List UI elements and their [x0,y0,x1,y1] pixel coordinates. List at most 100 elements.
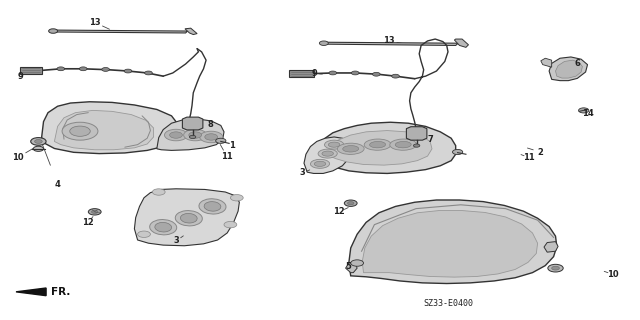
Polygon shape [42,102,178,154]
Polygon shape [346,263,357,273]
Text: 8: 8 [207,120,212,129]
Circle shape [392,74,399,78]
Ellipse shape [155,222,172,232]
Circle shape [79,67,87,71]
Circle shape [57,67,65,71]
Polygon shape [325,42,458,45]
Circle shape [189,132,202,138]
Polygon shape [349,200,557,284]
Ellipse shape [328,142,340,147]
Polygon shape [556,60,582,78]
Ellipse shape [318,149,337,158]
Text: 1: 1 [228,141,235,150]
Polygon shape [541,58,552,67]
Text: 3: 3 [174,236,179,245]
Text: 6: 6 [574,59,580,68]
Circle shape [138,231,150,237]
Text: 9: 9 [18,72,23,81]
Text: FR.: FR. [51,287,70,297]
Polygon shape [304,137,351,173]
Polygon shape [16,288,46,296]
Circle shape [344,200,357,206]
Circle shape [33,146,44,151]
Circle shape [152,189,165,195]
Circle shape [452,149,463,155]
Circle shape [552,266,559,270]
Text: 7: 7 [428,135,433,144]
Polygon shape [289,70,314,77]
Ellipse shape [390,139,417,150]
Circle shape [88,209,101,215]
Text: 10: 10 [607,270,619,279]
Text: 3: 3 [300,168,305,177]
Circle shape [348,202,354,205]
Circle shape [351,71,359,75]
Text: 11: 11 [523,153,534,162]
Text: 14: 14 [582,109,593,118]
Ellipse shape [204,202,221,211]
Circle shape [230,195,243,201]
Text: 12: 12 [83,218,94,227]
Polygon shape [319,122,456,173]
Ellipse shape [310,159,330,168]
Circle shape [548,264,563,272]
Text: 11: 11 [221,152,233,161]
Ellipse shape [364,139,391,150]
Circle shape [579,108,589,113]
Polygon shape [182,117,203,130]
Circle shape [164,129,188,141]
Text: 12: 12 [333,207,345,216]
Circle shape [184,129,207,141]
Text: 10: 10 [12,153,24,162]
Text: 13: 13 [383,36,395,45]
Circle shape [31,138,46,145]
Polygon shape [157,119,224,150]
Text: SZ33-E0400: SZ33-E0400 [423,299,473,308]
Ellipse shape [180,213,197,223]
Circle shape [319,41,328,45]
Polygon shape [406,127,427,140]
Circle shape [216,138,226,143]
Text: 9: 9 [312,69,317,78]
Circle shape [170,132,182,138]
Polygon shape [54,110,154,150]
Ellipse shape [337,143,364,155]
Circle shape [329,71,337,75]
Polygon shape [134,189,239,246]
Ellipse shape [324,140,344,149]
Circle shape [351,260,364,266]
Ellipse shape [314,161,326,166]
Text: 13: 13 [89,18,100,27]
Circle shape [49,29,58,33]
Circle shape [92,210,98,213]
Circle shape [62,122,98,140]
Text: 2: 2 [537,148,543,156]
Polygon shape [544,242,558,252]
Text: 5: 5 [345,262,351,271]
Circle shape [200,131,223,143]
Circle shape [124,69,132,73]
Circle shape [413,144,420,147]
Ellipse shape [199,199,226,214]
Polygon shape [54,30,188,33]
Polygon shape [20,67,42,74]
Circle shape [145,71,152,75]
Circle shape [102,68,109,71]
Circle shape [189,135,196,139]
Polygon shape [330,131,432,165]
Polygon shape [185,28,197,35]
Circle shape [70,126,90,136]
Ellipse shape [343,146,358,152]
Circle shape [224,221,237,228]
Polygon shape [549,57,588,81]
Polygon shape [362,211,538,277]
Ellipse shape [150,220,177,235]
Ellipse shape [175,211,202,226]
Ellipse shape [370,141,385,148]
Polygon shape [454,39,468,47]
Circle shape [205,134,218,140]
Ellipse shape [396,141,411,148]
Circle shape [372,72,380,76]
Circle shape [35,140,42,143]
Ellipse shape [322,151,333,156]
